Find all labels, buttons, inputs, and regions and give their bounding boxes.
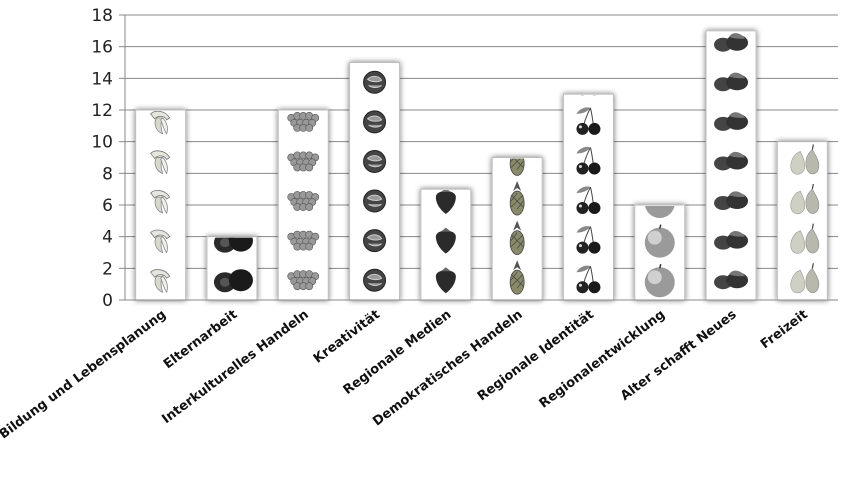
bar (491, 157, 543, 301)
bar-icons (576, 95, 601, 294)
strawberry-icon (435, 227, 456, 254)
x-category-label: Interkulturelles Handeln (159, 307, 311, 427)
bar (776, 141, 828, 301)
bars (135, 30, 828, 301)
figs-icon (714, 231, 749, 250)
grapes-icon (287, 270, 320, 291)
bar (634, 204, 686, 301)
strawberry-icon (435, 267, 456, 294)
grapes-icon (287, 151, 320, 172)
labels: 0 2 4 6 8 10 12 14 16 18 Bildung und Lebensplanung… (0, 6, 811, 442)
y-tick-label: 18 (91, 6, 113, 26)
kiwi-icon (213, 237, 253, 253)
grapes-icon (287, 191, 320, 211)
bar-icons (150, 111, 171, 294)
pineapple-icon (509, 181, 525, 216)
cherries-icon (576, 226, 601, 254)
kiwi-icon (213, 269, 253, 293)
pineapple-icon (509, 158, 525, 176)
pineapple-icon (509, 260, 525, 295)
apple-icon (644, 264, 675, 298)
banana-icon (150, 111, 171, 135)
bar (206, 236, 258, 301)
pear-icon (790, 263, 820, 294)
y-tick-label: 6 (102, 196, 113, 216)
figs-icon (714, 33, 749, 52)
banana-icon (150, 190, 171, 214)
cherries-icon (576, 186, 601, 215)
pear-icon (790, 183, 820, 215)
figs-icon (714, 112, 749, 131)
bar-icons (363, 70, 387, 292)
grapes-icon (287, 230, 320, 251)
x-category-label: Alter schafft Neues (618, 307, 740, 404)
figs-icon (714, 270, 749, 290)
y-tick-label: 8 (102, 164, 113, 184)
bar (349, 62, 401, 301)
x-category-label: Regionalentwicklung (537, 307, 669, 411)
banana-icon (150, 229, 171, 254)
apple-icon (645, 206, 675, 219)
y-tick-label: 16 (91, 38, 113, 58)
x-category-label: Demokratisches Handeln (370, 307, 525, 429)
banana-icon (150, 150, 171, 175)
bar (135, 109, 187, 301)
bar-icons (790, 144, 820, 294)
x-category-label: Freizeit (758, 307, 811, 352)
x-category-label: Kreativität (311, 307, 383, 366)
bar (420, 188, 472, 301)
walnut-icon (363, 70, 387, 94)
pear-icon (790, 223, 820, 254)
x-category-label: Regionale Identität (475, 307, 597, 404)
walnut-icon (363, 149, 387, 173)
bar-frame (562, 93, 614, 301)
bar (277, 109, 329, 301)
figs-icon (714, 151, 749, 171)
pineapple-icon (509, 220, 525, 256)
bar-icons (509, 158, 525, 295)
x-category-label: Bildung und Lebensplanung (0, 307, 169, 442)
y-tick-label: 12 (91, 101, 113, 121)
strawberry-icon (435, 190, 456, 215)
bar-icons (213, 237, 253, 293)
y-tick-label: 0 (102, 291, 113, 311)
bar (705, 30, 757, 301)
pear-icon (790, 144, 820, 175)
cherries-icon (576, 265, 601, 294)
bar-icons (714, 33, 749, 290)
bar (562, 93, 614, 301)
bar-frame (349, 62, 401, 301)
cherries-icon (576, 146, 601, 175)
y-tick-label: 4 (102, 228, 113, 248)
walnut-icon (363, 189, 387, 213)
walnut-icon (363, 268, 387, 292)
figs-icon (714, 72, 749, 92)
apple-icon (644, 224, 675, 258)
walnut-icon (363, 229, 387, 253)
y-tick-label: 10 (91, 133, 113, 153)
walnut-icon (363, 110, 387, 134)
banana-icon (150, 269, 171, 294)
bar-icons (435, 190, 456, 294)
y-tick-label: 2 (102, 259, 113, 279)
bar-icons (287, 111, 320, 291)
bar-icons (644, 206, 675, 298)
figs-icon (714, 191, 749, 211)
cherries-icon (576, 107, 601, 135)
axes (119, 14, 838, 301)
cherries-icon (581, 95, 596, 96)
y-tick-label: 14 (91, 69, 113, 89)
grapes-icon (287, 111, 320, 132)
